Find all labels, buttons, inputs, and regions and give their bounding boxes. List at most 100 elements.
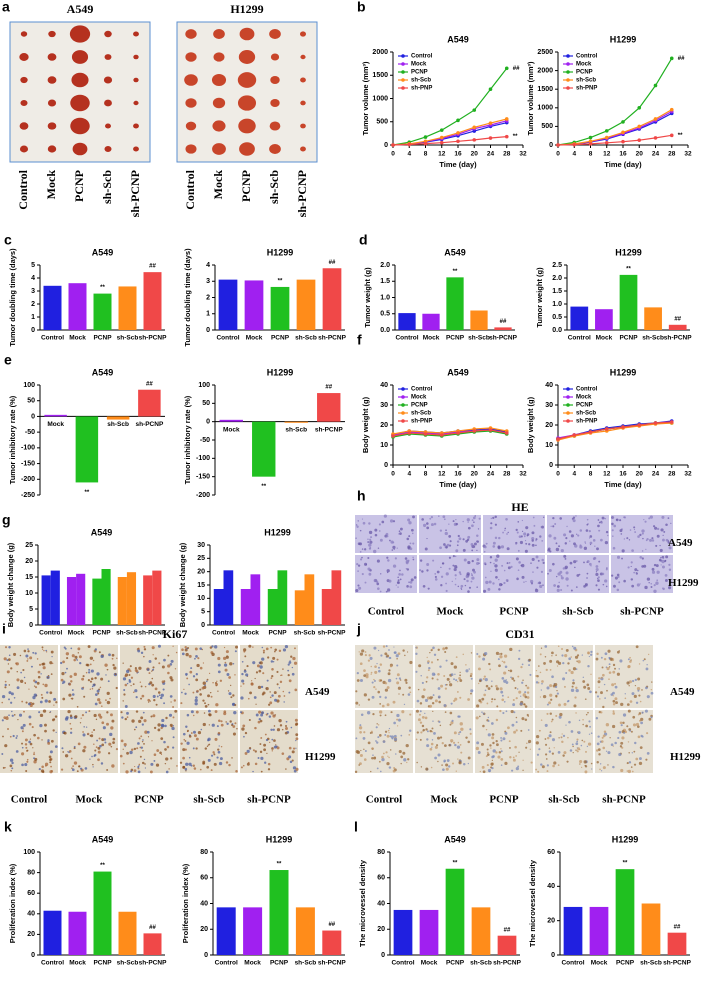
cell — [532, 516, 535, 519]
bar — [93, 293, 112, 330]
x-tick-label: 4 — [572, 471, 576, 478]
cell — [667, 541, 670, 544]
cell — [102, 726, 106, 730]
cell — [386, 734, 390, 738]
cell — [567, 736, 569, 739]
cell — [379, 538, 383, 542]
x-tick-label: PCNP — [446, 335, 465, 342]
tumor — [133, 77, 139, 83]
panel-title: HE — [511, 500, 528, 514]
cell — [50, 673, 53, 676]
y-axis-label: The microvessel density — [528, 859, 537, 947]
cell — [616, 588, 620, 592]
tumor — [71, 50, 89, 64]
cell — [524, 705, 528, 708]
cell — [92, 763, 94, 766]
cell — [467, 762, 470, 765]
x-tick-label: sh-Scb — [642, 335, 664, 342]
cell — [620, 724, 623, 727]
cell — [634, 678, 637, 682]
cell — [141, 740, 144, 743]
x-tick-label: PCNP — [93, 960, 112, 967]
y-tick-label: -50 — [200, 437, 210, 444]
cell — [502, 531, 505, 534]
cell — [482, 657, 486, 661]
cell — [552, 525, 555, 528]
y-tick-label: 0 — [201, 622, 205, 629]
y-tick-label: 10 — [25, 590, 33, 597]
cell — [52, 729, 55, 732]
cell — [501, 698, 505, 702]
cell — [100, 762, 104, 765]
cell — [373, 678, 375, 681]
cell — [589, 541, 593, 545]
cell — [502, 711, 505, 715]
cell — [385, 590, 388, 593]
cell — [493, 562, 495, 565]
cell — [661, 565, 665, 569]
tumor — [185, 144, 197, 154]
cell — [595, 717, 599, 720]
cell — [462, 653, 464, 656]
x-tick-label: 28 — [503, 471, 511, 478]
cell — [73, 672, 77, 676]
cell — [487, 587, 491, 591]
cell — [10, 692, 14, 696]
cell — [400, 527, 403, 531]
tumor — [239, 27, 255, 41]
cell — [369, 546, 372, 549]
cell — [53, 704, 55, 706]
cell — [141, 761, 145, 765]
cell — [606, 667, 610, 671]
cell — [448, 535, 452, 538]
cell — [10, 667, 13, 670]
cell — [635, 645, 639, 649]
cell — [395, 654, 399, 658]
x-tick-label: sh-PCNP — [318, 335, 346, 342]
cell — [476, 558, 480, 562]
cell — [491, 755, 494, 759]
cell — [649, 538, 653, 542]
cell — [570, 670, 574, 675]
legend-label: Mock — [576, 62, 592, 68]
bar — [138, 389, 161, 417]
cell — [483, 651, 488, 656]
cell — [279, 724, 283, 727]
cell — [389, 519, 394, 523]
y-tick-label: 1 — [206, 311, 210, 318]
cell — [503, 569, 506, 572]
y-tick-label: 60 — [377, 875, 385, 882]
cell — [163, 740, 166, 744]
cell — [581, 739, 584, 742]
cell — [199, 666, 203, 670]
cell — [547, 736, 550, 740]
cell — [424, 712, 426, 715]
cell — [128, 674, 131, 676]
cell — [629, 529, 632, 531]
cell — [185, 652, 189, 657]
bar — [92, 578, 102, 625]
cell — [387, 559, 390, 562]
cell — [501, 564, 504, 567]
cell — [272, 661, 275, 663]
cell — [60, 661, 63, 665]
point — [488, 87, 493, 91]
cell — [520, 665, 523, 669]
cell — [599, 763, 602, 765]
cell — [101, 705, 103, 707]
cell — [255, 713, 259, 717]
cell — [192, 675, 196, 678]
cell — [272, 656, 276, 660]
cell — [165, 770, 169, 774]
bar — [118, 286, 137, 330]
bar — [50, 570, 60, 625]
tumor — [239, 142, 255, 156]
x-tick-label: Mock — [69, 335, 86, 342]
cell — [157, 644, 161, 648]
x-tick-label: sh-PCNP — [663, 960, 691, 967]
cell — [486, 751, 489, 754]
cell — [587, 652, 590, 655]
cell — [645, 686, 648, 690]
bar — [619, 274, 638, 330]
cell — [33, 757, 35, 760]
